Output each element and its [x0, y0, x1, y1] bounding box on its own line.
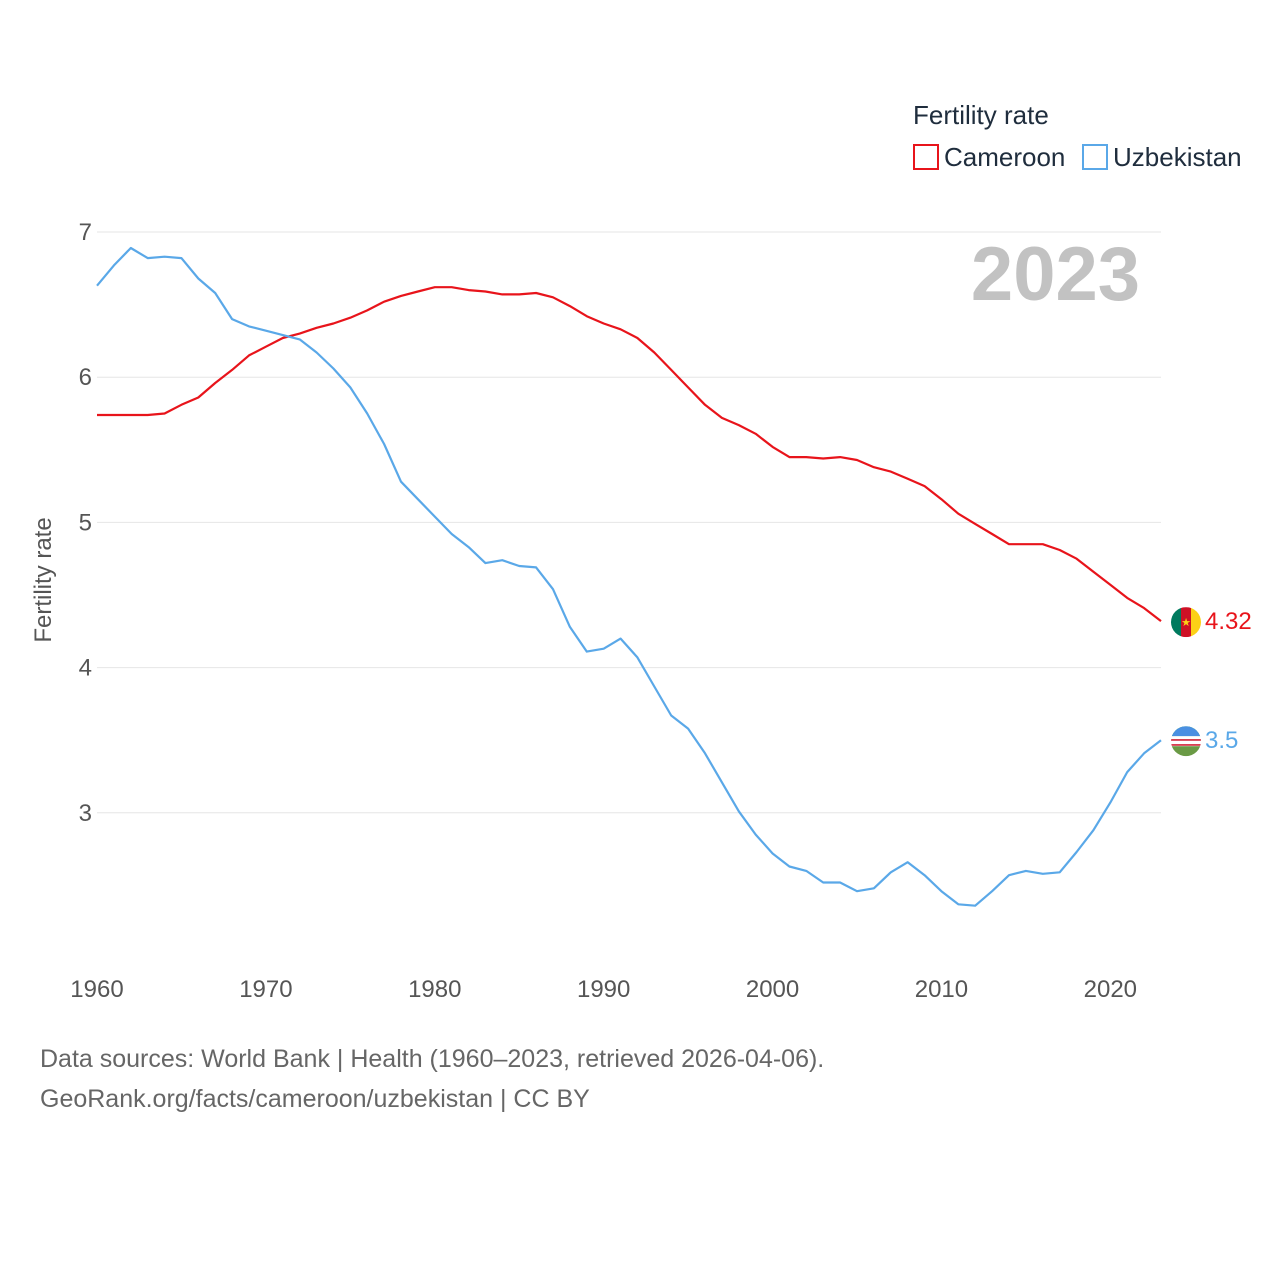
- legend-label-cameroon: Cameroon: [944, 142, 1065, 172]
- legend: Fertility rate Cameroon Uzbekistan: [913, 100, 1242, 172]
- y-axis-ticks: 3 4 5 6 7: [79, 219, 92, 827]
- series-line-cameroon: [97, 286, 1162, 622]
- legend-swatch-uzbekistan: [1082, 144, 1108, 170]
- legend-swatch-cameroon: [913, 144, 939, 170]
- end-label-cameroon: 4.32: [1205, 608, 1252, 635]
- y-tick-label: 7: [79, 219, 92, 246]
- y-tick-label: 3: [79, 800, 92, 827]
- legend-label-uzbekistan: Uzbekistan: [1113, 142, 1242, 172]
- series-line-uzbekistan: [96, 246, 1162, 907]
- x-tick-label: 2020: [1084, 976, 1137, 1003]
- y-tick-label: 5: [79, 509, 92, 536]
- series-lines: [96, 246, 1162, 907]
- y-axis-title: Fertility rate: [30, 517, 57, 642]
- y-tick-label: 4: [79, 655, 92, 682]
- end-label-uzbekistan: 3.5: [1205, 727, 1238, 754]
- x-tick-label: 1970: [239, 976, 292, 1003]
- svg-text:★: ★: [1181, 616, 1191, 629]
- x-tick-label: 1980: [408, 976, 461, 1003]
- footer-credit: GeoRank.org/facts/cameroon/uzbekistan | …: [40, 1085, 590, 1113]
- cameroon-flag-icon: ★: [1171, 607, 1201, 638]
- y-tick-label: 6: [79, 364, 92, 391]
- x-tick-label: 1990: [577, 976, 630, 1003]
- footer-sources: Data sources: World Bank | Health (1960–…: [40, 1045, 825, 1073]
- x-tick-label: 2000: [746, 976, 799, 1003]
- legend-title: Fertility rate: [913, 100, 1049, 130]
- x-axis-ticks: 1960 1970 1980 1990 2000 2010 2020: [70, 976, 1137, 1003]
- x-tick-label: 2010: [915, 976, 968, 1003]
- series-end-markers: ★ 4.32 3.5: [1171, 607, 1252, 757]
- year-label: 2023: [971, 232, 1140, 317]
- gridlines: [97, 231, 1161, 814]
- uzbekistan-flag-icon: [1171, 726, 1201, 757]
- x-tick-label: 1960: [70, 976, 123, 1003]
